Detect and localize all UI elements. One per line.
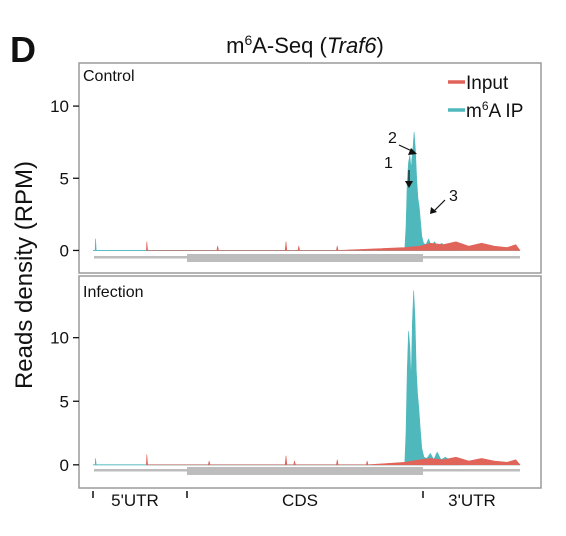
panel-infection-yticks: 0 5 10 <box>50 329 79 475</box>
panel-letter: D <box>10 29 36 70</box>
title-sup: 6 <box>244 32 252 48</box>
cds-box-control <box>187 254 423 262</box>
series-ip-area <box>94 131 461 251</box>
ytick-label-0: 0 <box>60 456 69 475</box>
region-5utr: 5'UTR <box>111 491 159 510</box>
annotation-3: 3 <box>449 188 458 205</box>
gene-axis: 5'UTR CDS 3'UTR <box>92 491 496 510</box>
panel-infection: Infection 0 5 10 <box>50 275 542 489</box>
title-gene: Traf6 <box>327 33 377 58</box>
panel-control: Control 0 5 10 1 2 3 Input m6A IP <box>50 62 542 274</box>
annotation-1: 1 <box>384 155 393 172</box>
region-3utr: 3'UTR <box>448 491 496 510</box>
ytick-label-1: 5 <box>60 392 69 411</box>
ytick-label-1: 5 <box>60 169 69 188</box>
ytick-label-2: 10 <box>50 97 69 116</box>
ytick-label-2: 10 <box>50 329 69 348</box>
panel-control-frame <box>78 62 542 274</box>
arrow-3-head <box>430 207 437 214</box>
cds-box-infection <box>187 467 423 475</box>
panel-infection-series <box>93 290 521 466</box>
legend: Input m6A IP <box>448 73 523 122</box>
ytick-label-0: 0 <box>60 241 69 260</box>
legend-input-label: Input <box>466 73 509 94</box>
panel-control-series <box>93 131 521 251</box>
annotation-2: 2 <box>388 130 397 147</box>
series-ip-area <box>94 290 461 466</box>
panel-infection-frame <box>78 275 542 489</box>
arrow-1-head <box>405 181 413 188</box>
series-input-area <box>146 241 521 251</box>
title-prefix: m <box>226 33 244 58</box>
chart-title: m6A-Seq (Traf6) <box>226 32 384 58</box>
y-axis-label: Reads density (RPM) <box>11 161 38 389</box>
title-mid: A-Seq ( <box>252 33 327 58</box>
series-input-area <box>146 454 521 466</box>
arrow-3-shaft <box>433 199 446 212</box>
panel-control-name: Control <box>83 68 135 85</box>
legend-ip-label: m6A IP <box>466 99 523 122</box>
panel-control-yticks: 0 5 10 <box>50 97 79 260</box>
arrow-2-head <box>408 148 417 155</box>
title-suffix: ) <box>377 33 384 58</box>
region-cds: CDS <box>282 491 318 510</box>
panel-infection-name: Infection <box>83 284 143 301</box>
